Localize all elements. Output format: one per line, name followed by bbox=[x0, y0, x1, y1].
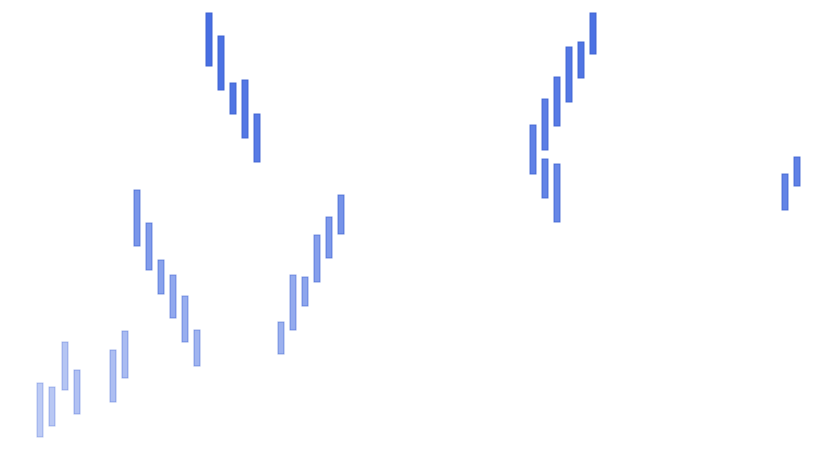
range-bar-14 bbox=[217, 35, 225, 91]
range-bar-22 bbox=[325, 216, 333, 259]
range-bar-18 bbox=[277, 321, 285, 355]
range-bar-28 bbox=[577, 41, 585, 79]
range-bar-29 bbox=[589, 12, 597, 55]
range-bar-1 bbox=[36, 382, 44, 438]
range-bar-2 bbox=[48, 386, 56, 427]
range-bar-3 bbox=[61, 341, 69, 391]
range-bar-4 bbox=[73, 369, 81, 415]
range-bar-21 bbox=[313, 234, 321, 283]
range-bar-26 bbox=[553, 76, 561, 127]
range-bar-33 bbox=[793, 156, 801, 187]
range-bar-10 bbox=[169, 274, 177, 319]
range-bar-6 bbox=[121, 330, 129, 379]
range-bar-19 bbox=[289, 274, 297, 331]
range-bar-32 bbox=[781, 173, 789, 211]
range-bar-17 bbox=[253, 113, 261, 163]
range-bar-25 bbox=[541, 98, 549, 151]
range-bar-30 bbox=[541, 158, 549, 199]
range-bar-8 bbox=[145, 222, 153, 271]
range-bar-15 bbox=[229, 82, 237, 115]
range-bar-12 bbox=[193, 329, 201, 367]
range-bar-9 bbox=[157, 259, 165, 295]
range-bar-5 bbox=[109, 349, 117, 403]
range-bar-27 bbox=[565, 46, 573, 103]
range-bar-13 bbox=[205, 12, 213, 67]
range-bar-23 bbox=[337, 194, 345, 235]
range-bar-31 bbox=[553, 163, 561, 223]
range-bar-16 bbox=[241, 79, 249, 139]
range-bar-7 bbox=[133, 189, 141, 247]
range-bar-11 bbox=[181, 295, 189, 343]
range-bar-20 bbox=[301, 276, 309, 307]
range-bar-24 bbox=[529, 124, 537, 175]
